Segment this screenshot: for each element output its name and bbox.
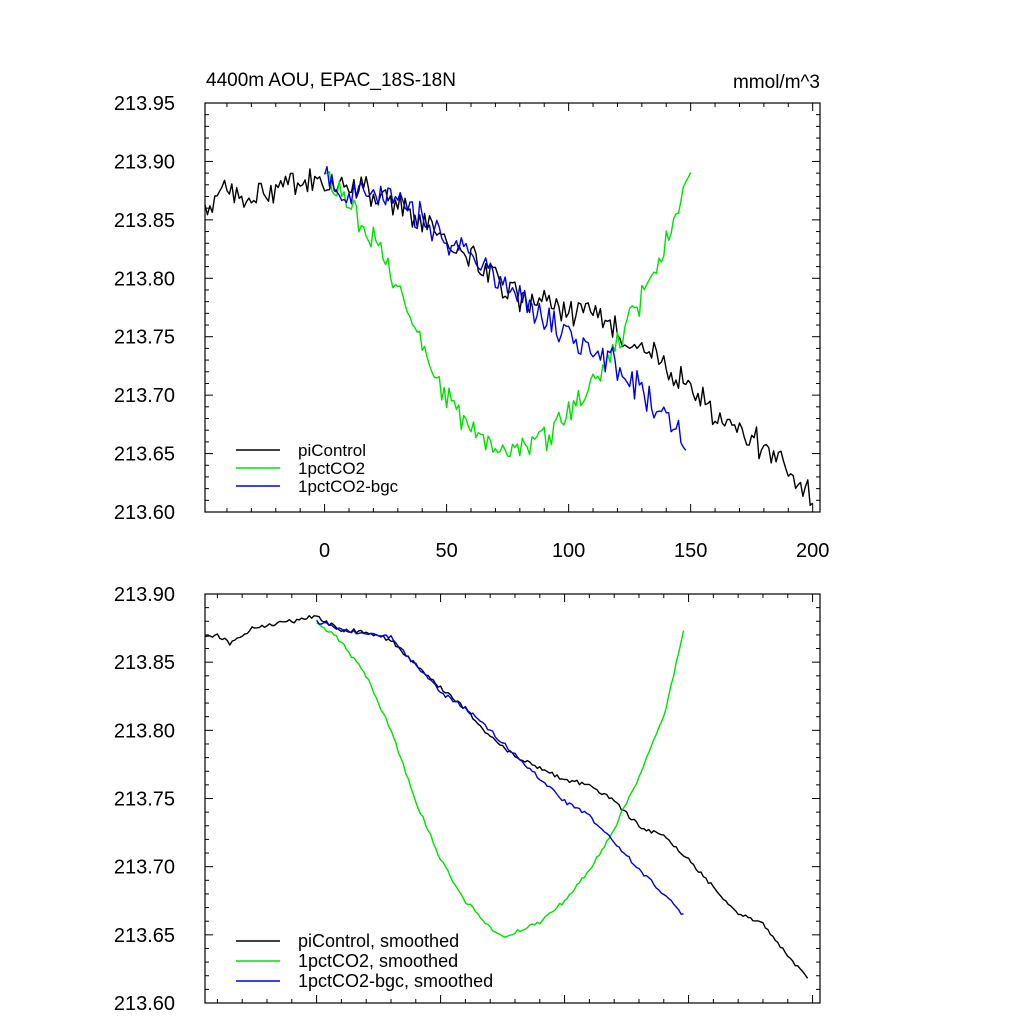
top-panel-title: 4400m AOU, EPAC_18S-18N [206, 70, 456, 91]
legend-label: piControl [298, 441, 366, 460]
series-line-picontrol [204, 168, 814, 507]
top-panel-ticks [205, 102, 820, 513]
top-panel-frame [204, 102, 821, 513]
y-tick-label: 213.90 [114, 151, 175, 173]
series-line-1pctco2-bgc-smoothed [316, 619, 684, 915]
top-panel-tick-labels: 213.60 213.65 213.70 213.75 213.80 213.85 213.… [114, 93, 830, 562]
y-tick-label: 213.85 [114, 652, 175, 674]
bottom-panel-frame [204, 593, 821, 1004]
legend-label: 1pctCO2-bgc, smoothed [298, 971, 493, 991]
legend-label: 1pctCO2-bgc [298, 477, 399, 496]
top-panel: 4400m AOU, EPAC_18S-18N mmol/m^3 213.602… [114, 70, 830, 562]
y-tick-label: 213.65 [114, 925, 175, 947]
bottom-panel-series [204, 615, 809, 979]
top-panel-series [204, 166, 814, 507]
legend-label: 1pctCO2, smoothed [298, 951, 458, 971]
bottom-panel: 213.60 213.65 213.70 213.75 213.80 213.85 213.… [114, 584, 821, 1015]
y-tick-label: 213.95 [114, 93, 175, 115]
top-panel-units: mmol/m^3 [733, 72, 820, 93]
x-tick-label: 100 [552, 540, 585, 562]
y-tick-label: 213.60 [114, 502, 175, 524]
y-tick-label: 213.65 [114, 444, 175, 466]
legend-label: piControl, smoothed [298, 931, 459, 951]
y-tick-label: 213.90 [114, 584, 175, 606]
y-tick-label: 213.60 [114, 993, 175, 1015]
series-line-picontrol-smoothed [204, 615, 809, 979]
bottom-panel-tick-labels: 213.60 213.65 213.70 213.75 213.80 213.85 213.… [114, 584, 175, 1015]
y-tick-label: 213.75 [114, 789, 175, 811]
y-tick-label: 213.70 [114, 857, 175, 879]
x-tick-label: 150 [674, 540, 707, 562]
y-tick-label: 213.70 [114, 385, 175, 407]
x-tick-label: 0 [319, 540, 330, 562]
series-line-1pctco2-bgc [323, 166, 687, 451]
y-tick-label: 213.75 [114, 327, 175, 349]
bottom-panel-ticks [205, 593, 820, 1004]
y-tick-label: 213.80 [114, 268, 175, 290]
x-tick-label: 200 [796, 540, 829, 562]
y-tick-label: 213.85 [114, 210, 175, 232]
y-tick-label: 213.80 [114, 720, 175, 742]
legend-label: 1pctCO2 [298, 459, 365, 478]
series-line-1pctco2-smoothed [316, 622, 685, 938]
series-line-1pctco2 [324, 171, 692, 458]
x-tick-label: 50 [435, 540, 457, 562]
